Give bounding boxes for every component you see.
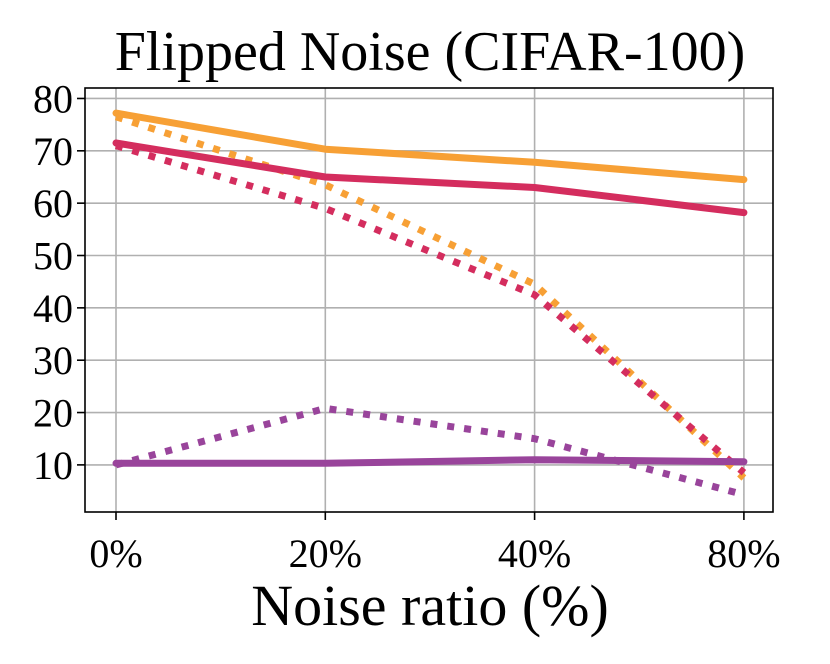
series-line-crimson-dotted xyxy=(114,142,747,476)
x-tick-label: 20% xyxy=(289,531,362,576)
series-line-purple-dotted xyxy=(115,404,745,499)
chart-title: Flipped Noise (CIFAR-100) xyxy=(115,21,746,83)
x-tick-label: 0% xyxy=(89,531,142,576)
y-tick-label: 30 xyxy=(33,338,73,383)
y-tick-label: 60 xyxy=(33,181,73,226)
series-line-orange-solid xyxy=(112,109,748,184)
grid xyxy=(85,88,773,512)
y-tick-label: 80 xyxy=(33,76,73,121)
y-tick-label: 20 xyxy=(33,391,73,436)
x-tick-label: 80% xyxy=(707,531,780,576)
axes-frame xyxy=(84,87,774,513)
x-tick-label: 40% xyxy=(498,531,571,576)
y-tick-label: 40 xyxy=(33,286,73,331)
y-tick-label: 70 xyxy=(33,129,73,174)
x-axis-label: Noise ratio (%) xyxy=(251,573,609,638)
y-tick-label: 10 xyxy=(33,443,73,488)
series-line-crimson-solid xyxy=(112,139,748,217)
plot-area xyxy=(112,109,748,499)
series-line-purple-solid xyxy=(112,456,748,467)
y-tick-label: 50 xyxy=(33,234,73,279)
axis-ticks: 10 20 30 40 50 60 70 80 0% 20% 40% 80% xyxy=(33,76,781,576)
